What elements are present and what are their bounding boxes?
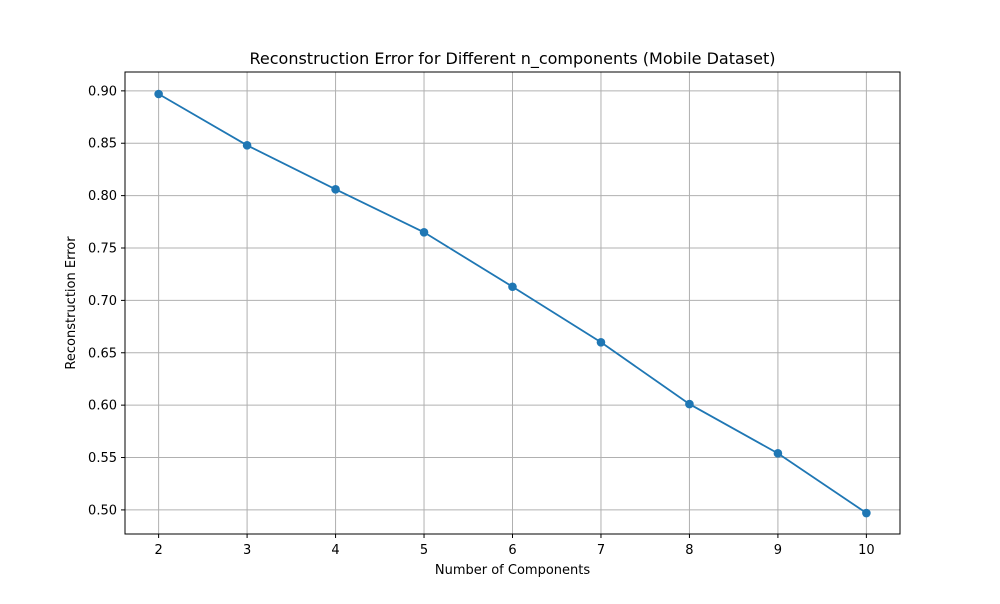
y-tick-label: 0.80 — [88, 189, 117, 204]
grid-lines — [125, 72, 900, 534]
data-point — [596, 337, 606, 347]
y-tick-label: 0.55 — [88, 451, 117, 466]
data-point — [862, 508, 871, 518]
y-tick-label: 0.85 — [88, 137, 117, 152]
data-point — [242, 141, 252, 150]
data-point — [154, 89, 163, 99]
chart-title: Reconstruction Error for Different n_com… — [250, 49, 776, 69]
data-point — [508, 282, 517, 292]
data-point — [331, 185, 340, 194]
x-tick-label: 6 — [508, 543, 516, 558]
y-tick-label: 0.50 — [88, 503, 117, 518]
x-axis-label: Number of Components — [435, 563, 590, 578]
x-tick-label: 2 — [154, 543, 162, 558]
x-tick-label: 4 — [331, 543, 339, 558]
x-tick-label: 5 — [420, 543, 428, 558]
data-point — [419, 227, 429, 237]
x-tick-label: 9 — [774, 543, 782, 558]
y-tick-label: 0.70 — [88, 294, 117, 309]
x-tick-label: 10 — [858, 543, 875, 558]
x-tick-label: 3 — [243, 543, 251, 558]
data-point — [685, 399, 694, 409]
y-tick-label: 0.65 — [88, 346, 117, 361]
x-tick-label: 7 — [597, 543, 605, 558]
y-tick-label: 0.75 — [88, 242, 117, 257]
y-axis-label: Reconstruction Error — [64, 236, 79, 370]
y-tick-label: 0.90 — [88, 84, 117, 99]
tick-marks-and-labels: 2 3 4 5 6 7 8 9 10 0.50 0.55 0.60 0.65 0.70 0.75 0.80 0.… — [88, 84, 875, 558]
data-point — [773, 449, 783, 458]
series-layer — [154, 89, 871, 518]
x-tick-label: 8 — [685, 543, 693, 558]
y-tick-label: 0.60 — [88, 399, 117, 414]
